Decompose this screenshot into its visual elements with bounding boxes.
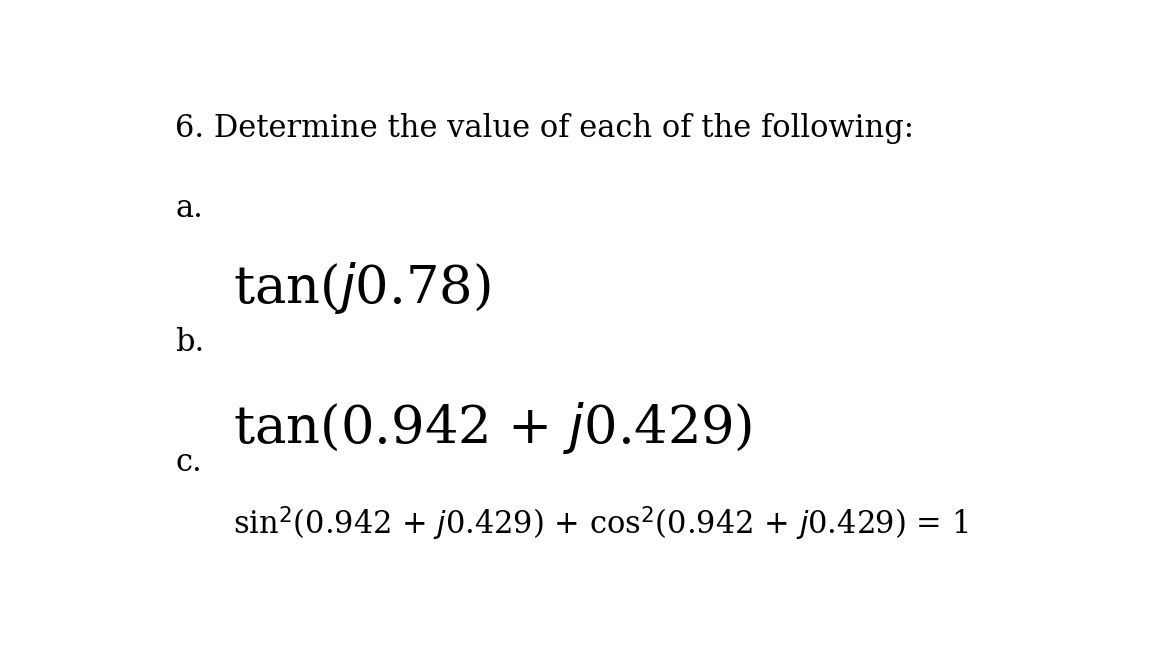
Text: tan(0.942 + $\mathit{j}$0.429): tan(0.942 + $\mathit{j}$0.429) <box>233 400 752 456</box>
Text: sin$^2$(0.942 + $\mathit{j}$0.429) + cos$^2$(0.942 + $\mathit{j}$0.429) = 1: sin$^2$(0.942 + $\mathit{j}$0.429) + cos… <box>233 504 969 543</box>
Text: b.: b. <box>175 327 205 358</box>
Text: a.: a. <box>175 192 203 224</box>
Text: 6. Determine the value of each of the following:: 6. Determine the value of each of the fo… <box>175 113 915 144</box>
Text: c.: c. <box>175 447 202 478</box>
Text: tan($\mathit{j}$0.78): tan($\mathit{j}$0.78) <box>233 260 491 316</box>
